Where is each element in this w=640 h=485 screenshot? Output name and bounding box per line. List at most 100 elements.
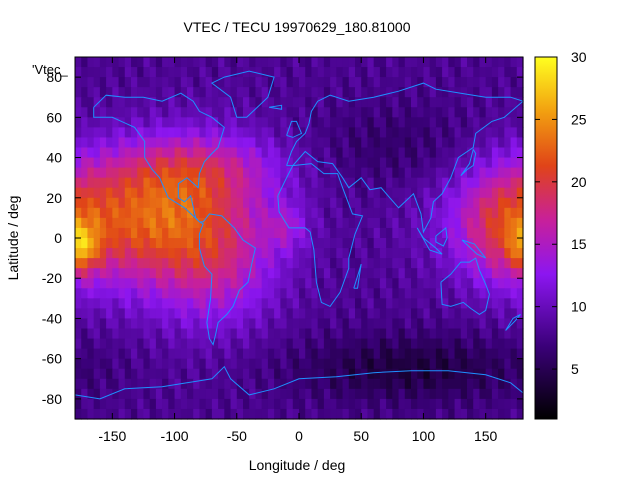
heatmap-cell <box>112 338 120 350</box>
heatmap-cell <box>143 358 151 370</box>
heatmap-cell <box>379 107 387 118</box>
y-tick-label: -60 <box>42 351 62 367</box>
heatmap-cell <box>205 147 213 159</box>
heatmap-cell <box>473 97 481 108</box>
heatmap-cell <box>423 278 431 289</box>
heatmap-cell <box>473 197 481 209</box>
heatmap-cell <box>187 378 194 390</box>
heatmap-cell <box>236 398 244 410</box>
heatmap-cell <box>392 308 400 320</box>
heatmap-cell <box>435 298 443 309</box>
heatmap-cell <box>168 187 176 199</box>
heatmap-cell <box>491 378 499 390</box>
heatmap-cell <box>99 157 107 169</box>
heatmap-cell <box>516 207 524 219</box>
heatmap-cell <box>491 157 499 169</box>
heatmap-cell <box>386 278 393 289</box>
heatmap-cell <box>87 177 95 189</box>
heatmap-cell <box>106 278 113 289</box>
heatmap-cell <box>99 378 107 390</box>
heatmap-cell <box>299 217 306 229</box>
heatmap-cell <box>330 57 337 68</box>
heatmap-cell <box>411 97 418 108</box>
heatmap-cell <box>218 368 225 380</box>
heatmap-cell <box>93 107 101 118</box>
heatmap-cell <box>211 177 219 189</box>
heatmap-cell <box>373 318 381 330</box>
heatmap-cell <box>193 147 201 159</box>
heatmap-cell <box>205 258 213 269</box>
heatmap-cell <box>224 117 232 128</box>
heatmap-cell <box>348 57 356 68</box>
heatmap-cell <box>429 187 437 199</box>
heatmap-cell <box>460 278 468 289</box>
heatmap-cell <box>174 278 182 289</box>
heatmap-cell <box>460 288 468 299</box>
heatmap-cell <box>299 177 306 189</box>
heatmap-cell <box>379 338 387 350</box>
heatmap-cell <box>143 137 151 149</box>
heatmap-cell <box>516 177 524 189</box>
heatmap-cell <box>435 368 443 380</box>
heatmap-cell <box>348 167 356 179</box>
heatmap-cell <box>317 368 325 380</box>
heatmap-cell <box>99 368 107 380</box>
heatmap-cell <box>199 137 207 149</box>
heatmap-cell <box>230 107 238 118</box>
heatmap-cell <box>118 408 126 420</box>
heatmap-cell <box>255 77 263 88</box>
heatmap-cell <box>162 278 169 289</box>
heatmap-cell <box>162 238 169 249</box>
heatmap-cell <box>299 328 306 340</box>
heatmap-cell <box>367 328 375 340</box>
heatmap-cell <box>516 328 524 340</box>
heatmap-cell <box>280 278 288 289</box>
heatmap-cell <box>317 137 325 149</box>
heatmap-cell <box>330 77 337 88</box>
heatmap-cell <box>162 167 169 179</box>
heatmap-cell <box>180 368 188 380</box>
heatmap-cell <box>249 248 257 259</box>
heatmap-cell <box>404 117 412 128</box>
heatmap-cell <box>311 127 319 139</box>
heatmap-cell <box>249 318 257 330</box>
heatmap-cell <box>205 227 213 239</box>
heatmap-cell <box>224 398 232 410</box>
heatmap-cell <box>317 67 325 78</box>
heatmap-cell <box>280 238 288 249</box>
colorbar-tick-label: 10 <box>571 299 587 315</box>
heatmap-cell <box>187 187 194 199</box>
heatmap-cell <box>361 197 369 209</box>
heatmap-cell <box>149 127 157 139</box>
heatmap-cell <box>398 368 406 380</box>
heatmap-cell <box>249 207 257 219</box>
heatmap-cell <box>510 378 518 390</box>
heatmap-cell <box>155 278 163 289</box>
heatmap-cell <box>149 388 157 400</box>
heatmap-cell <box>448 318 456 330</box>
heatmap-cell <box>504 258 512 269</box>
heatmap-cell <box>193 248 201 259</box>
heatmap-cell <box>137 107 145 118</box>
heatmap-cell <box>467 278 474 289</box>
heatmap-cell <box>398 167 406 179</box>
heatmap-cell <box>155 87 163 98</box>
heatmap-cell <box>323 67 331 78</box>
heatmap-cell <box>510 348 518 360</box>
heatmap-cell <box>230 227 238 239</box>
colorbar-tick-label: 20 <box>571 174 587 190</box>
heatmap-cell <box>174 238 182 249</box>
heatmap-cell <box>218 177 225 189</box>
heatmap-cell <box>411 107 418 118</box>
heatmap-cell <box>255 408 263 420</box>
heatmap-cell <box>498 248 505 259</box>
heatmap-cell <box>305 328 313 340</box>
heatmap-cell <box>411 298 418 309</box>
heatmap-cell <box>305 127 313 139</box>
heatmap-cell <box>99 117 107 128</box>
heatmap-cell <box>106 298 113 309</box>
heatmap-cell <box>411 368 418 380</box>
heatmap-cell <box>261 268 269 279</box>
heatmap-cell <box>149 177 157 189</box>
heatmap-cell <box>498 368 505 380</box>
